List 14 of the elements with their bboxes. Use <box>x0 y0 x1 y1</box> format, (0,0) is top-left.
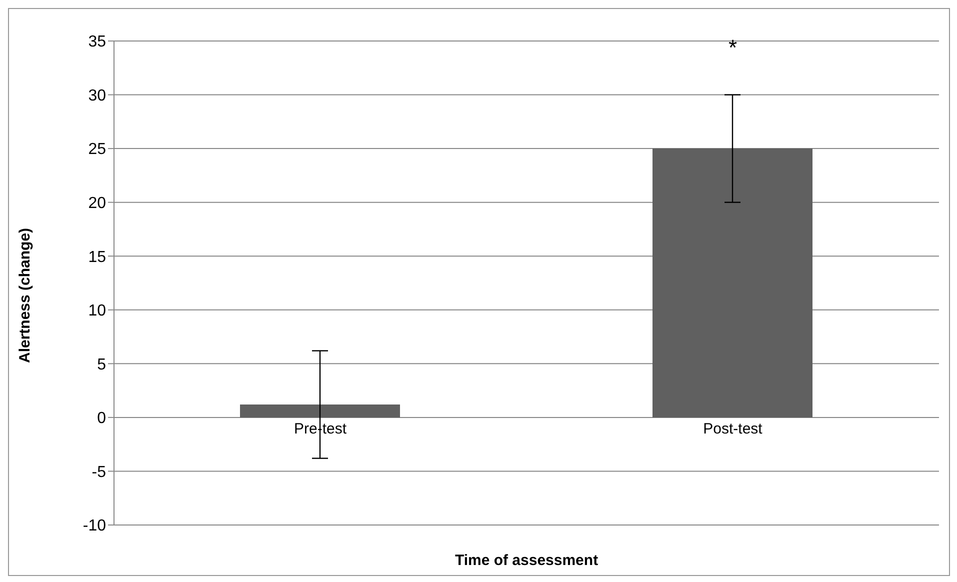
y-axis-title: Alertness (change) <box>16 228 34 363</box>
y-tick-label: -5 <box>92 464 106 481</box>
annotation: * <box>728 34 738 60</box>
x-axis-title: Time of assessment <box>454 552 598 569</box>
y-tick-label: 10 <box>88 302 106 320</box>
y-tick-label: 5 <box>97 356 106 374</box>
y-tick-label: -10 <box>82 518 106 535</box>
y-tick-label: 20 <box>88 195 106 212</box>
y-tick-label: 35 <box>88 34 106 51</box>
y-tick-label: 25 <box>88 141 106 158</box>
x-tick-label: Post-test <box>703 420 764 438</box>
y-tick-label: 0 <box>97 410 106 428</box>
y-tick-label: 15 <box>88 248 106 266</box>
y-tick-label: 30 <box>88 87 106 104</box>
